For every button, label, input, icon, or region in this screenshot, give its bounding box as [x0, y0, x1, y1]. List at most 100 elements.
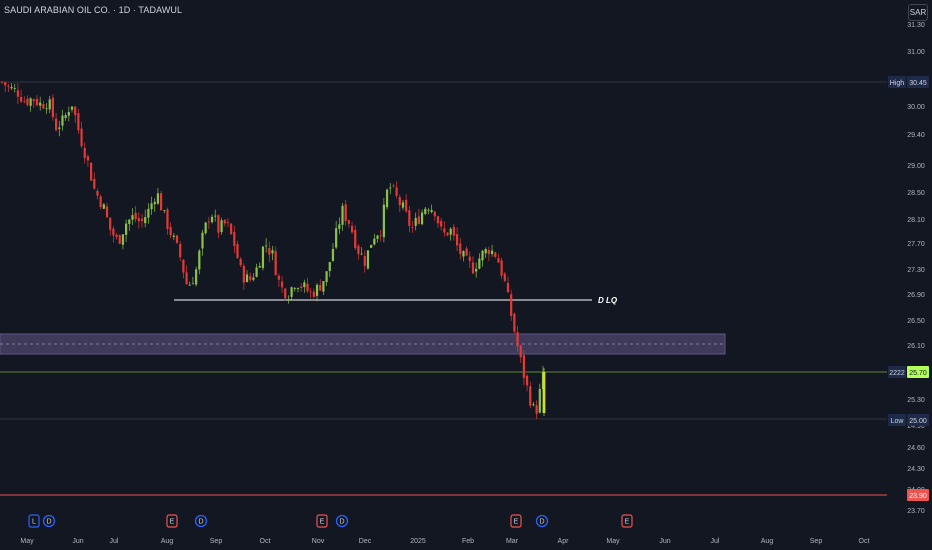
candle-body — [70, 106, 74, 110]
candle-body — [293, 288, 296, 290]
candle-body — [201, 232, 204, 249]
candle-body — [90, 162, 93, 181]
candle-body — [252, 277, 255, 280]
y-tick-label: 23.70 — [907, 508, 925, 515]
candle-body — [436, 216, 440, 224]
candle-body — [239, 258, 242, 266]
candle-body — [236, 244, 239, 259]
candle-body — [179, 244, 182, 258]
candle-body — [19, 97, 23, 102]
candle-body — [195, 269, 198, 285]
candle-body — [277, 275, 280, 280]
candle-body — [150, 203, 153, 210]
candle-body — [408, 210, 411, 227]
candle-body — [510, 294, 513, 316]
dividend-marker — [335, 514, 349, 528]
candle-body — [172, 235, 175, 237]
candle-body — [382, 204, 385, 238]
candle-body — [379, 235, 382, 237]
candle-body — [529, 386, 532, 406]
candle-body — [67, 112, 70, 116]
candle-body — [465, 248, 468, 256]
x-tick-label: May — [606, 538, 620, 545]
candle-body — [525, 375, 529, 386]
candle-body — [427, 209, 430, 211]
x-tick-label: Oct — [859, 538, 870, 545]
candle-body — [185, 272, 188, 285]
marker-text: E — [320, 519, 325, 526]
x-tick-label: Sep — [810, 538, 823, 545]
x-tick-label: 2025 — [410, 538, 426, 545]
candle-body — [522, 355, 526, 378]
candle-body — [344, 204, 347, 221]
candle-body — [366, 250, 370, 269]
high-label-value-text: 30.45 — [909, 80, 927, 87]
candle-body — [513, 313, 516, 332]
candle-body — [468, 256, 471, 261]
support-label-value-box — [907, 489, 929, 501]
candle-body — [484, 248, 487, 254]
candle-body — [405, 199, 408, 212]
candle-body — [462, 251, 465, 257]
x-tick-label: Jul — [711, 538, 720, 545]
candle-body — [74, 106, 77, 116]
candle-body — [93, 178, 96, 189]
candle-body — [490, 250, 494, 255]
candle-body — [226, 222, 230, 224]
candle-body — [300, 286, 303, 288]
price-lines: D LQ — [0, 81, 887, 496]
candle-body — [506, 282, 510, 293]
candle-body — [86, 156, 90, 161]
x-tick-label: Apr — [558, 538, 570, 545]
candle-body — [26, 98, 29, 105]
x-tick-label: Aug — [161, 538, 174, 545]
candle-body — [77, 113, 80, 131]
candle-body — [128, 219, 131, 224]
y-tick-label: 26.50 — [907, 318, 925, 325]
candle-body — [242, 265, 245, 283]
x-tick-label: Nov — [312, 538, 325, 545]
candle-body — [274, 251, 277, 276]
candle-body — [102, 204, 105, 209]
candle-body — [494, 252, 497, 257]
time-axis: May Jun Jul Aug Sep Oct Nov Dec 2025 Feb Mar Apr May… — [20, 538, 869, 545]
candle-body — [430, 209, 433, 212]
candle-body — [175, 235, 179, 243]
candle-body — [319, 285, 322, 291]
high-label-tag — [888, 76, 906, 88]
y-tick-label: 31.00 — [907, 49, 925, 56]
candle-body — [500, 260, 503, 276]
x-tick-label: Feb — [462, 538, 474, 545]
candle-body — [341, 205, 344, 225]
candle-body — [535, 405, 538, 414]
candle-body — [357, 245, 360, 254]
candle-body — [140, 218, 144, 221]
x-tick-label: Sep — [210, 538, 223, 545]
candle-body — [433, 211, 436, 217]
candle-body — [134, 212, 137, 220]
currency-button[interactable]: SAR — [908, 4, 928, 21]
dividend-marker — [42, 514, 56, 528]
candle-body — [137, 218, 140, 222]
marker-text: L — [32, 519, 36, 526]
candle-body — [160, 193, 163, 211]
candle-body — [449, 228, 452, 235]
high-label-value-box — [907, 76, 929, 88]
candle-body — [446, 232, 449, 236]
x-tick-label: Jun — [659, 538, 670, 545]
candle-body — [312, 291, 315, 297]
candle-body — [45, 108, 48, 110]
candle-body — [29, 98, 32, 106]
candle-body — [0, 81, 4, 83]
y-tick-label: 26.90 — [907, 292, 925, 299]
candle-body — [61, 115, 64, 126]
candle-body — [147, 208, 150, 218]
candle-body — [420, 212, 424, 225]
candle-body — [233, 231, 236, 246]
candle-body — [58, 127, 61, 129]
dividend-marker-text: D — [339, 519, 344, 526]
candle-body — [153, 201, 156, 205]
y-tick-label: 31.30 — [907, 22, 925, 29]
candle-body — [245, 274, 249, 283]
